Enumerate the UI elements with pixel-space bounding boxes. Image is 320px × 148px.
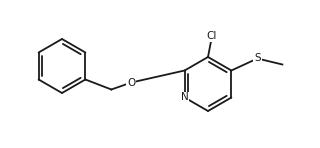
Text: O: O [127,78,135,87]
Text: N: N [181,92,188,103]
Text: S: S [254,53,261,63]
Text: Cl: Cl [207,31,217,41]
